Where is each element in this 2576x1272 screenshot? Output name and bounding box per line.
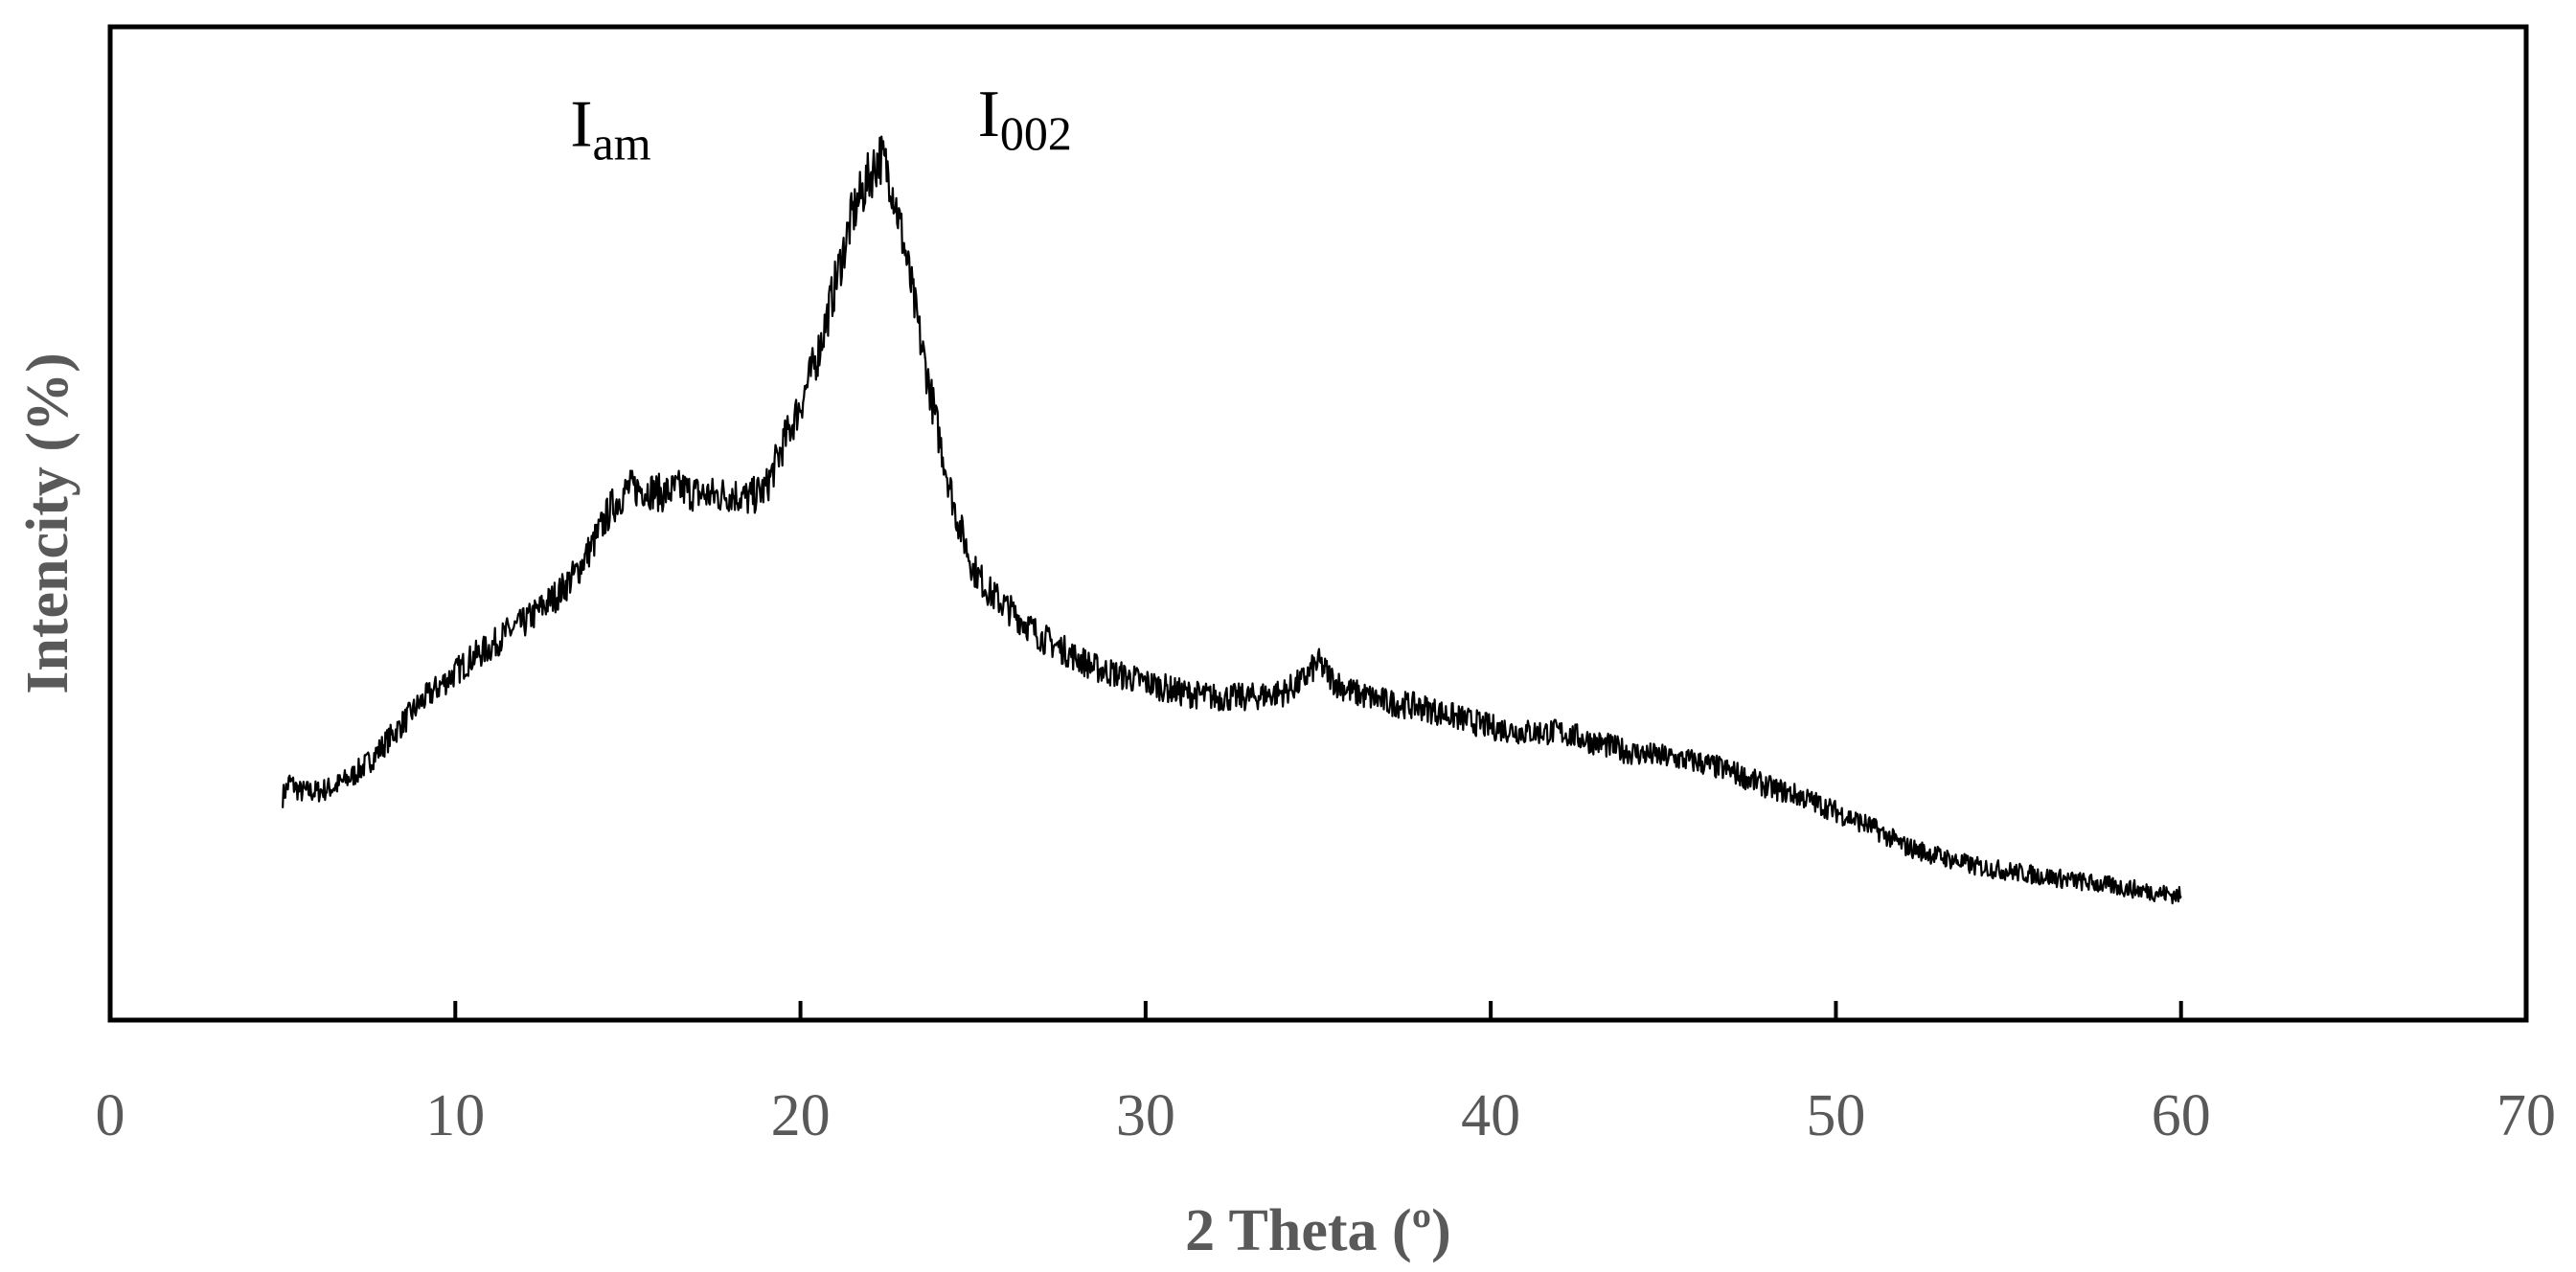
- annotation-main: I: [978, 78, 1000, 151]
- x-tick-label: 70: [2496, 1083, 2556, 1148]
- annotation-subscript: 002: [1000, 106, 1072, 160]
- annotation-subscript: am: [593, 116, 651, 170]
- xrd-series-line: [282, 135, 2182, 905]
- y-axis-title: Intencity (%): [15, 352, 80, 693]
- x-tick-label: 60: [2152, 1083, 2211, 1148]
- x-tick-label: 30: [1116, 1083, 1175, 1148]
- peak-annotations: Iam I002: [570, 78, 1072, 170]
- x-axis-title: 2 Theta (º): [1185, 1198, 1451, 1263]
- plot-area: [282, 135, 2182, 905]
- x-tick-label: 50: [1806, 1083, 1865, 1148]
- x-tick-label: 40: [1461, 1083, 1520, 1148]
- peak-annotation: I002: [978, 78, 1072, 160]
- x-tick-label: 0: [96, 1083, 125, 1148]
- plot-frame: [107, 24, 2529, 1023]
- x-tick-label: 10: [425, 1083, 485, 1148]
- x-axis-ticks: 0 10 20 30 40 50 60 70: [96, 1001, 2556, 1148]
- annotation-main: I: [570, 87, 592, 161]
- peak-annotation: Iam: [570, 87, 651, 170]
- x-tick-label: 20: [771, 1083, 831, 1148]
